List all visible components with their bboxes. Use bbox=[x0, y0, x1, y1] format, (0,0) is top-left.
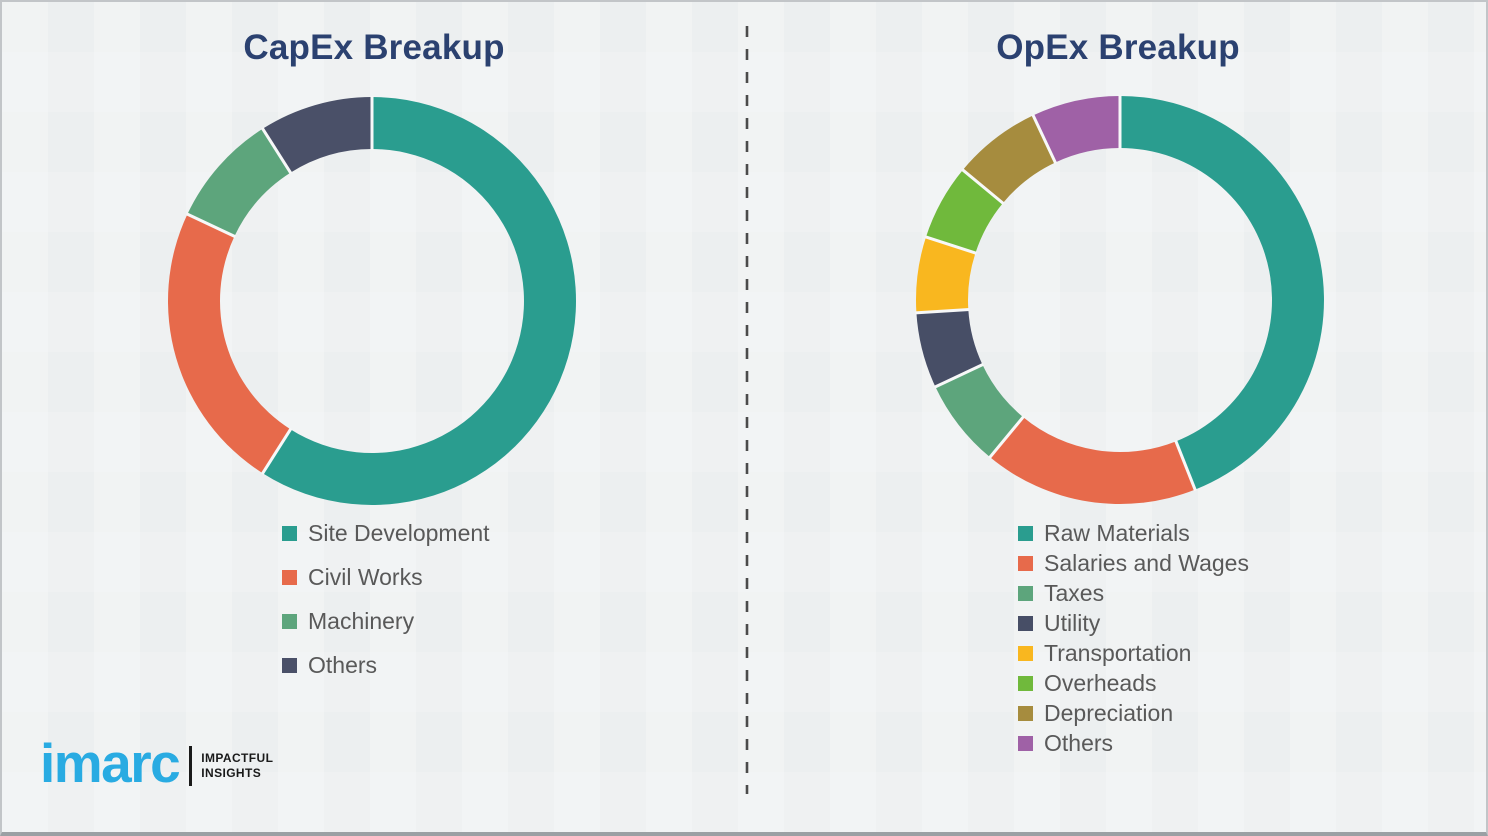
legend-label: Civil Works bbox=[308, 563, 423, 590]
segment-gap-line bbox=[988, 415, 1025, 459]
vertical-dashed-divider bbox=[745, 26, 749, 794]
legend-label: Overheads bbox=[1044, 669, 1157, 696]
donut-segment-raw-materials bbox=[1120, 96, 1324, 490]
legend-marker-others bbox=[282, 657, 297, 673]
donut-segment-utility bbox=[916, 309, 983, 387]
logo-tagline-line1: IMPACTFUL bbox=[201, 750, 274, 765]
legend-marker-overheads bbox=[1018, 675, 1033, 691]
segment-gap-line bbox=[933, 362, 985, 389]
legend-marker-others bbox=[1018, 735, 1033, 751]
donut-segment-others bbox=[1033, 96, 1120, 163]
donut-segment-salaries-and-wages bbox=[989, 417, 1196, 504]
capex-donut-chart bbox=[168, 96, 577, 505]
legend-label: Taxes bbox=[1044, 579, 1105, 606]
legend-item-civil-works: Civil Works bbox=[282, 555, 490, 599]
segment-gap-line bbox=[260, 427, 293, 475]
legend-label: Transportation bbox=[1044, 639, 1192, 666]
capex-legend: Site Development Civil Works Machinery Othe… bbox=[282, 511, 490, 687]
legend-item-transportation: Transportation bbox=[1018, 638, 1249, 668]
opex-donut-chart bbox=[915, 95, 1324, 504]
opex-legend: Raw Materials Salaries and Wages Taxes Util… bbox=[1018, 518, 1249, 758]
segment-gap-line bbox=[260, 127, 293, 175]
legend-marker-site-development bbox=[282, 525, 297, 541]
imarc-logo: imarc IMPACTFUL INSIGHTS bbox=[40, 732, 273, 794]
donut-segment-transportation bbox=[915, 236, 976, 313]
segment-gap-line bbox=[1031, 113, 1058, 165]
legend-marker-raw-materials bbox=[1018, 525, 1033, 541]
donut-segment-depreciation bbox=[962, 115, 1056, 204]
segment-gap-line bbox=[915, 307, 970, 315]
legend-label: Salaries and Wages bbox=[1044, 549, 1249, 576]
segment-gap-line bbox=[185, 212, 237, 239]
segment-gap-line bbox=[961, 168, 1005, 205]
legend-item-site-development: Site Development bbox=[282, 511, 490, 555]
legend-item-taxes: Taxes bbox=[1018, 578, 1249, 608]
legend-item-overheads: Overheads bbox=[1018, 668, 1249, 698]
legend-label: Others bbox=[1044, 729, 1114, 756]
legend-label: Depreciation bbox=[1044, 699, 1174, 726]
legend-item-machinery: Machinery bbox=[282, 599, 490, 643]
donut-segment-others bbox=[262, 97, 372, 173]
capex-chart-title: CapEx Breakup bbox=[243, 28, 505, 67]
legend-marker-transportation bbox=[1018, 645, 1033, 661]
legend-marker-civil-works bbox=[282, 569, 297, 585]
donut-segment-site-development bbox=[262, 97, 577, 505]
legend-item-raw-materials: Raw Materials bbox=[1018, 518, 1249, 548]
legend-label: Others bbox=[308, 651, 378, 678]
donut-segment-overheads bbox=[925, 169, 1003, 254]
logo-tagline-line2: INSIGHTS bbox=[201, 765, 262, 780]
donut-segment-civil-works bbox=[168, 214, 291, 474]
logo-divider-bar bbox=[189, 745, 193, 786]
donut-segment-machinery bbox=[187, 128, 291, 237]
segment-gap-line bbox=[1174, 439, 1197, 492]
legend-label: Site Development bbox=[308, 519, 490, 546]
legend-item-others: Others bbox=[282, 643, 490, 687]
legend-marker-utility bbox=[1018, 615, 1033, 631]
segment-gap-line bbox=[924, 235, 977, 255]
legend-item-others: Others bbox=[1018, 728, 1249, 758]
logo-tagline: IMPACTFUL INSIGHTS bbox=[201, 751, 273, 781]
imarc-logo-wordmark: imarc bbox=[40, 732, 181, 794]
legend-marker-machinery bbox=[282, 613, 297, 629]
legend-marker-depreciation bbox=[1018, 705, 1033, 721]
legend-label: Raw Materials bbox=[1044, 519, 1190, 546]
legend-item-utility: Utility bbox=[1018, 608, 1249, 638]
legend-label: Machinery bbox=[308, 607, 415, 634]
legend-marker-taxes bbox=[1018, 585, 1033, 601]
donut-segment-taxes bbox=[935, 364, 1024, 458]
legend-item-salaries-and-wages: Salaries and Wages bbox=[1018, 548, 1249, 578]
legend-label: Utility bbox=[1044, 609, 1101, 636]
legend-item-depreciation: Depreciation bbox=[1018, 698, 1249, 728]
opex-chart-title: OpEx Breakup bbox=[996, 28, 1240, 67]
legend-marker-salaries-and-wages bbox=[1018, 555, 1033, 571]
